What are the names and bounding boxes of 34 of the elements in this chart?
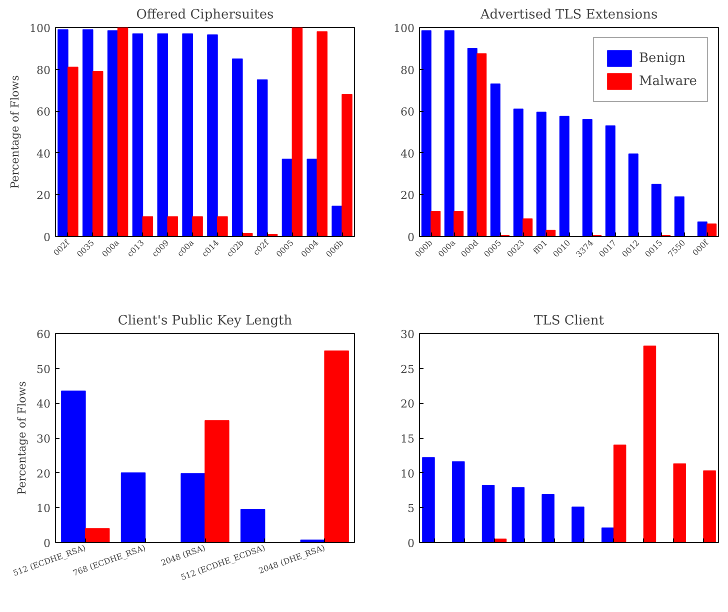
y-tick-label: 100 xyxy=(394,22,415,35)
y-tick-label: 40 xyxy=(36,398,51,411)
y-tick-label: 15 xyxy=(400,432,415,446)
y-tick-label: 100 xyxy=(30,22,51,35)
y-tick-label: 5 xyxy=(408,502,414,516)
y-tick-label: 60 xyxy=(36,328,51,341)
y-tick-label: 0 xyxy=(44,537,50,550)
y-tick-label: 0 xyxy=(44,231,50,244)
y-tick-label: 40 xyxy=(36,147,51,160)
y-tick-label: 10 xyxy=(400,467,415,480)
y-tick-label: 10 xyxy=(36,502,51,516)
y-tick-label: 20 xyxy=(36,467,51,480)
y-axis-title: Percentage of Flows xyxy=(16,380,29,495)
y-tick-label: 20 xyxy=(400,189,415,202)
y-tick-label: 30 xyxy=(36,432,51,446)
y-tick-label: 40 xyxy=(400,147,415,160)
y-tick-label: 0 xyxy=(408,537,414,550)
chart-title: Advertised TLS Extensions xyxy=(479,8,658,22)
chart-title: Client's Public Key Length xyxy=(118,314,293,328)
y-tick-label: 20 xyxy=(36,189,51,202)
y-tick-label: 60 xyxy=(36,106,51,119)
y-tick-label: 0 xyxy=(408,231,414,244)
y-tick-label: 20 xyxy=(400,398,415,411)
chart-title: TLS Client xyxy=(534,314,605,328)
legend-label: Benign xyxy=(638,50,686,66)
chart-title: Offered Ciphersuites xyxy=(136,8,274,22)
y-tick-label: 80 xyxy=(36,64,51,77)
y-tick-label: 60 xyxy=(400,106,415,119)
y-axis-title: Percentage of Flows xyxy=(8,74,22,189)
y-tick-label: 80 xyxy=(400,64,415,77)
y-tick-label: 25 xyxy=(400,362,415,376)
legend-label: Malware xyxy=(638,74,697,88)
y-tick-label: 50 xyxy=(36,362,51,376)
y-tick-label: 30 xyxy=(400,328,415,341)
